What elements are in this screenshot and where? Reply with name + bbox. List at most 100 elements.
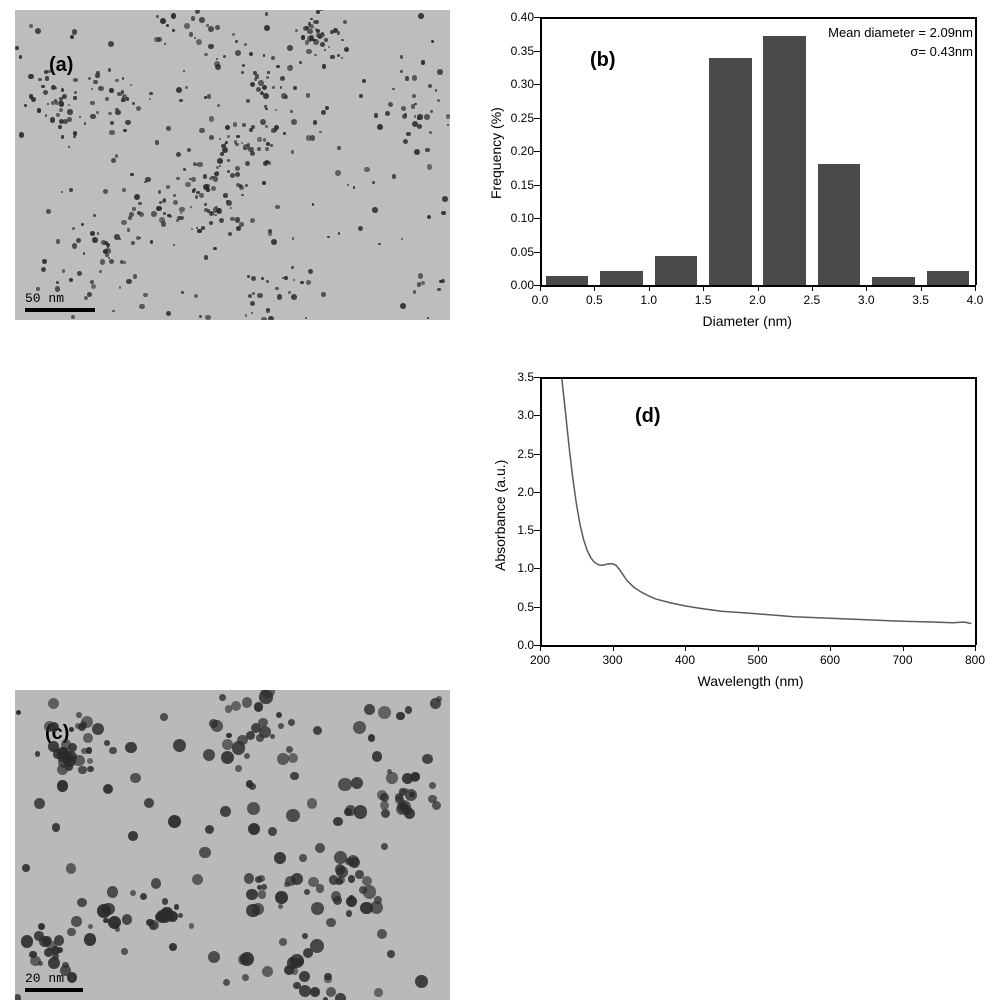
particle-dot	[258, 890, 266, 898]
particle-dot	[67, 928, 76, 937]
particle-dot	[305, 40, 309, 44]
particle-dot	[311, 38, 314, 41]
particle-dot	[204, 203, 207, 206]
particle-dot	[184, 23, 190, 29]
hist-ytick-label: 0.40	[494, 10, 534, 24]
particle-dot	[211, 186, 216, 191]
particle-dot	[372, 751, 383, 762]
hist-ytick	[534, 118, 540, 119]
particle-dot	[107, 886, 118, 897]
particle-dot	[293, 86, 297, 90]
hist-ytick	[534, 285, 540, 286]
particle-dot	[392, 174, 397, 179]
figure-grid: (a) 50 nm (b) 0.00.51.01.52.02.53.03.54.…	[0, 0, 1000, 712]
particle-dot	[282, 277, 284, 279]
particle-dot	[252, 292, 255, 295]
particle-dot	[430, 698, 441, 709]
hist-xtick-label: 1.5	[691, 293, 715, 307]
particle-dot	[246, 780, 254, 788]
particle-dot	[173, 200, 178, 205]
particle-dot	[265, 125, 267, 127]
particle-dot	[244, 753, 250, 759]
particle-dot	[179, 99, 182, 102]
particle-dot	[268, 231, 272, 235]
particle-dot	[24, 104, 28, 108]
particle-dot	[414, 103, 417, 106]
particle-dot	[43, 90, 48, 95]
particle-dot	[72, 243, 78, 249]
hist-xtick	[540, 285, 541, 291]
hist-xtick-label: 1.0	[637, 293, 661, 307]
histogram-panel-b: (b) 0.00.51.01.52.02.53.03.54.00.000.050…	[470, 5, 990, 335]
particle-dot	[217, 104, 220, 107]
particle-dot	[144, 798, 154, 808]
particle-dot	[421, 60, 426, 65]
particle-dot	[52, 823, 61, 832]
particle-dot	[287, 45, 293, 51]
particle-dot	[140, 893, 147, 900]
particle-dot	[56, 239, 60, 243]
particle-dot	[61, 135, 64, 138]
scalebar-c-bar	[25, 988, 83, 992]
particle-dot	[150, 240, 154, 244]
particle-dot	[431, 40, 434, 43]
particle-dot	[256, 734, 264, 742]
particle-dot	[91, 284, 96, 289]
particle-dot	[422, 754, 432, 764]
particle-dot	[262, 966, 273, 977]
particle-dot	[414, 115, 417, 118]
hist-xtick	[866, 285, 867, 291]
particle-dot	[122, 188, 126, 192]
particle-dot	[58, 125, 61, 128]
hist-ytick-label: 0.05	[494, 245, 534, 259]
particle-dot	[16, 710, 21, 715]
particle-dot	[126, 279, 131, 284]
hist-xtick-label: 2.0	[746, 293, 770, 307]
particle-dot	[270, 734, 275, 739]
particle-dot	[163, 212, 166, 215]
particle-dot	[324, 973, 332, 981]
particle-dot	[195, 195, 199, 199]
particle-dot	[265, 12, 268, 15]
particle-dot	[335, 993, 346, 1000]
particle-dot	[41, 85, 45, 89]
particle-dot	[347, 184, 349, 186]
particle-dot	[225, 141, 228, 144]
particle-dot	[190, 206, 192, 208]
particle-dot	[185, 182, 190, 187]
histogram-bar	[600, 271, 642, 285]
particle-dot	[108, 68, 112, 72]
particle-dot	[173, 194, 176, 197]
particle-dot	[262, 181, 266, 185]
particle-dot	[195, 10, 200, 14]
particle-dot	[59, 101, 64, 106]
particle-dot	[164, 43, 166, 45]
particle-dot	[38, 78, 41, 81]
particle-dot	[447, 124, 449, 126]
particle-dot	[62, 94, 67, 99]
particle-dot	[414, 149, 420, 155]
particle-dot	[209, 116, 215, 122]
particle-dot	[41, 267, 46, 272]
particle-dot	[93, 214, 96, 217]
particle-dot	[405, 706, 413, 714]
particle-dot	[130, 84, 132, 86]
particle-dot	[106, 243, 110, 247]
histogram-bar	[709, 58, 751, 285]
particle-dot	[427, 317, 429, 319]
particle-dot	[181, 291, 184, 294]
particle-dot	[160, 713, 168, 721]
particle-dot	[173, 244, 175, 246]
particle-dot	[276, 712, 282, 718]
particle-dot	[412, 94, 417, 99]
particle-dot	[246, 99, 250, 103]
particle-dot	[69, 727, 74, 732]
particle-dot	[406, 132, 410, 136]
particle-dot	[105, 248, 110, 253]
particle-dot	[308, 877, 318, 887]
particle-dot	[362, 876, 372, 886]
particle-dot	[441, 279, 445, 283]
particle-dot	[54, 935, 64, 945]
particle-dot	[121, 99, 124, 102]
particle-dot	[235, 166, 240, 171]
